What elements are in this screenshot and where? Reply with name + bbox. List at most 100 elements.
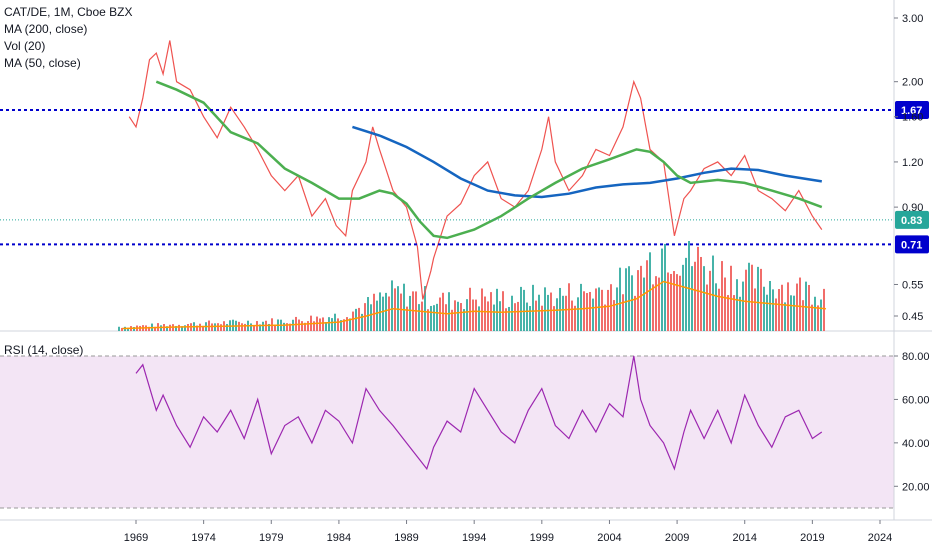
rsi-axis[interactable]: 80.00 60.00 40.00 20.00: [894, 351, 930, 493]
volume-bar: [421, 301, 423, 331]
volume-bar: [262, 321, 264, 331]
price-axis[interactable]: 3.00 2.00 1.60 1.20 0.90 0.55 0.45: [894, 13, 923, 323]
volume-bar: [766, 294, 768, 331]
volume-bar: [748, 262, 750, 331]
volume-bar: [478, 306, 480, 331]
volume-bar: [433, 305, 435, 331]
volume-bar: [217, 323, 219, 331]
volume-bar: [613, 300, 615, 331]
volume-bar: [754, 288, 756, 331]
volume-bar: [211, 323, 213, 331]
volume-bar: [820, 299, 822, 331]
volume-bar: [799, 277, 801, 331]
volume-bar: [757, 266, 759, 331]
volume-bar: [736, 279, 738, 331]
volume-bar: [694, 261, 696, 331]
volume-bar: [475, 299, 477, 331]
last-price-badge: [895, 210, 929, 229]
volume-bar: [604, 304, 606, 331]
volume-bar: [523, 289, 525, 331]
volume-bar: [790, 295, 792, 331]
volume-bar: [445, 304, 447, 331]
volume-bar: [535, 300, 537, 331]
horizontal-levels[interactable]: 1.67 0.71 0.83: [0, 101, 929, 254]
volume-bar: [715, 283, 717, 331]
volume-bar: [322, 317, 324, 331]
volume-bar: [496, 288, 498, 331]
volume-bar: [472, 299, 474, 331]
volume-bar: [763, 286, 765, 331]
volume-bar: [352, 311, 354, 331]
level-badge: [895, 101, 929, 120]
volume-bar: [328, 317, 330, 331]
volume-bar: [541, 305, 543, 331]
volume-bar: [775, 298, 777, 331]
volume-bar: [406, 306, 408, 331]
volume-bar: [643, 277, 645, 331]
volume-bar: [358, 307, 360, 331]
volume-bar: [601, 289, 603, 331]
volume-bar: [175, 325, 177, 331]
volume-bar: [274, 324, 276, 331]
legend-ma200[interactable]: MA (200, close): [4, 22, 88, 36]
volume-bar: [373, 293, 375, 331]
volume-bar: [220, 324, 222, 331]
volume-bar: [259, 324, 261, 331]
volume-bar: [313, 321, 315, 331]
volume-bar: [772, 289, 774, 331]
volume-ma-line: [122, 280, 826, 330]
volume-bar: [583, 291, 585, 331]
volume-bar: [796, 283, 798, 331]
legend-vol[interactable]: Vol (20): [4, 39, 46, 53]
rsi-band: [0, 356, 894, 508]
level-badge: [895, 235, 929, 254]
volume-bar: [787, 282, 789, 331]
volume-bar: [307, 321, 309, 331]
volume-bar: [817, 305, 819, 331]
volume-bar: [682, 264, 684, 331]
time-tick-label: 1979: [259, 532, 283, 544]
time-tick-label: 1974: [191, 532, 215, 544]
volume-bar: [199, 323, 201, 331]
volume-bar: [802, 300, 804, 331]
volume-bar: [469, 287, 471, 331]
volume-bar: [121, 327, 123, 331]
volume-bar: [700, 256, 702, 331]
volume-bar: [436, 303, 438, 331]
volume-bar: [367, 297, 369, 331]
volume-bar: [607, 289, 609, 331]
volume-bar: [178, 324, 180, 331]
volume-bar: [508, 306, 510, 331]
price-tick-label: 1.20: [902, 157, 923, 169]
volume-bar: [673, 271, 675, 331]
legend-symbol[interactable]: CAT/DE, 1M, Cboe BZX: [4, 5, 133, 19]
volume-bar: [661, 248, 663, 331]
volume-bar: [502, 291, 504, 331]
price-tick-label: 0.55: [902, 279, 923, 291]
volume-bar: [784, 302, 786, 331]
time-axis[interactable]: 1969 1974 1979 1984 1989 1994 1999 2004 2009 2014…: [124, 520, 892, 544]
volume-bar: [781, 284, 783, 331]
volume-bar: [391, 280, 393, 331]
volume-bar: [586, 293, 588, 331]
legend-rsi[interactable]: RSI (14, close): [4, 343, 84, 357]
volume-bar: [244, 323, 246, 331]
volume-bar: [388, 296, 390, 331]
volume-bar: [760, 268, 762, 331]
volume-bar: [697, 246, 699, 331]
volume-bar: [403, 283, 405, 331]
volume-bar: [196, 325, 198, 331]
volume-bar: [598, 287, 600, 331]
volume-bar: [619, 267, 621, 331]
volume-bar: [463, 309, 465, 331]
time-tick-label: 1984: [327, 532, 351, 544]
volume-bar: [466, 299, 468, 331]
volume-bar: [481, 288, 483, 331]
rsi-tick-label: 60.00: [902, 394, 930, 406]
legend-ma50[interactable]: MA (50, close): [4, 56, 81, 70]
volume-bar: [571, 300, 573, 331]
volume-bar: [427, 309, 429, 331]
volume-bars: [118, 241, 825, 331]
volume-bar: [793, 295, 795, 331]
